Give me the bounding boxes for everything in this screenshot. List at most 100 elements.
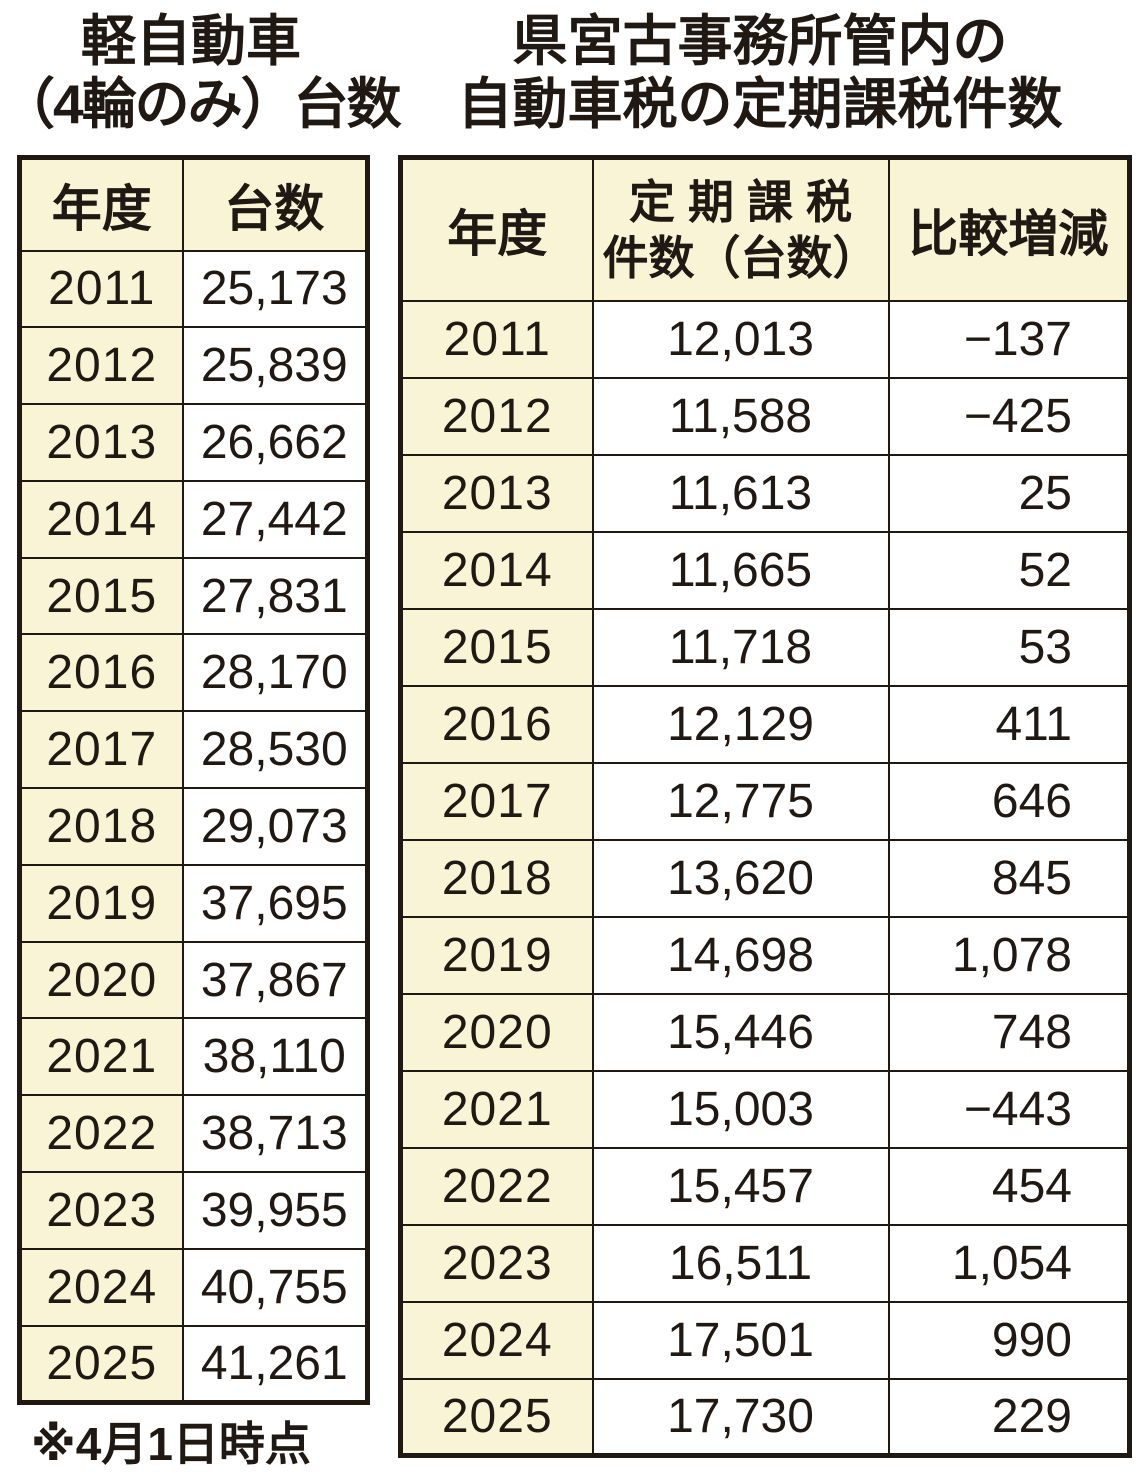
- diff-cell: 53: [887, 607, 1131, 687]
- right-header-year: 年度: [399, 156, 594, 302]
- diff-cell: 845: [887, 838, 1131, 918]
- table-row: 2016 12,129 411: [399, 684, 1131, 764]
- right-header-count-line2: 件数（台数）: [602, 231, 879, 284]
- year-cell: 2024: [18, 1247, 184, 1327]
- table-row: 2013 11,613 25: [399, 453, 1131, 533]
- left-table-title-line2: （4輪のみ）台数: [0, 73, 402, 135]
- count-cell: 40,755: [181, 1247, 369, 1327]
- year-cell: 2017: [399, 761, 594, 841]
- year-cell: 2017: [18, 710, 184, 790]
- year-cell: 2015: [399, 607, 594, 687]
- count-cell: 11,588: [591, 376, 890, 456]
- table-row: 2017 28,530: [18, 710, 369, 790]
- table-row: 2012 25,839: [18, 326, 369, 406]
- year-cell: 2019: [399, 915, 594, 995]
- year-cell: 2023: [399, 1223, 594, 1303]
- year-cell: 2020: [18, 940, 184, 1020]
- count-cell: 39,955: [181, 1171, 369, 1250]
- count-cell: 15,003: [591, 1069, 890, 1149]
- count-cell: 13,620: [591, 838, 890, 918]
- year-cell: 2020: [399, 992, 594, 1072]
- count-cell: 28,170: [181, 633, 369, 713]
- year-cell: 2021: [18, 1017, 184, 1097]
- count-cell: 12,775: [591, 761, 890, 841]
- table-row: 2020 37,867: [18, 940, 369, 1020]
- table-row: 2019 37,695: [18, 863, 369, 943]
- year-cell: 2018: [399, 838, 594, 918]
- diff-cell: 411: [887, 684, 1131, 764]
- table-row: 2011 12,013 −137: [399, 299, 1131, 379]
- year-cell: 2016: [18, 633, 184, 713]
- count-cell: 29,073: [181, 787, 369, 866]
- table-row: 2013 26,662: [18, 403, 369, 482]
- diff-cell: −443: [887, 1069, 1131, 1149]
- table-row: 2016 28,170: [18, 633, 369, 713]
- left-header-count: 台数: [181, 156, 369, 252]
- left-table-title: 軽自動車 （4輪のみ）台数: [0, 10, 402, 136]
- right-table-title-line1: 県宮古事務所管内の: [512, 10, 1008, 72]
- count-cell: 25,839: [181, 326, 369, 406]
- count-cell: 41,261: [181, 1324, 369, 1404]
- right-table-header-row: 年度 定期課税 件数（台数） 比較増減: [399, 156, 1131, 302]
- table-row: 2021 38,110: [18, 1017, 369, 1097]
- count-cell: 26,662: [181, 403, 369, 482]
- count-cell: 11,718: [591, 607, 890, 687]
- table-row: 2024 40,755: [18, 1247, 369, 1327]
- diff-cell: 229: [887, 1377, 1131, 1457]
- count-cell: 11,613: [591, 453, 890, 533]
- left-table-title-line1: 軽自動車: [80, 10, 301, 72]
- count-cell: 38,110: [181, 1017, 369, 1097]
- diff-cell: −137: [887, 299, 1131, 379]
- diff-cell: 25: [887, 453, 1131, 533]
- table-row: 2017 12,775 646: [399, 761, 1131, 841]
- year-cell: 2012: [399, 376, 594, 456]
- table-row: 2015 27,831: [18, 556, 369, 636]
- count-cell: 15,446: [591, 992, 890, 1072]
- table-row: 2015 11,718 53: [399, 607, 1131, 687]
- light-vehicle-count-table: 年度 台数 2011 25,173 2012 25,839 2013 26,66…: [17, 155, 370, 1405]
- year-cell: 2022: [18, 1094, 184, 1174]
- left-table-header-row: 年度 台数: [18, 156, 369, 252]
- count-cell: 17,730: [591, 1377, 890, 1457]
- diff-cell: 748: [887, 992, 1131, 1072]
- year-cell: 2025: [399, 1377, 594, 1457]
- table-row: 2025 17,730 229: [399, 1377, 1131, 1457]
- diff-cell: −425: [887, 376, 1131, 456]
- right-header-count: 定期課税 件数（台数）: [591, 156, 890, 302]
- year-cell: 2025: [18, 1324, 184, 1404]
- table-row: 2020 15,446 748: [399, 992, 1131, 1072]
- year-cell: 2018: [18, 787, 184, 866]
- year-cell: 2016: [399, 684, 594, 764]
- vehicle-tax-cases-table: 年度 定期課税 件数（台数） 比較増減 2011 12,013 −137 201…: [398, 155, 1132, 1458]
- count-cell: 37,867: [181, 940, 369, 1020]
- table-row: 2022 38,713: [18, 1094, 369, 1174]
- table-row: 2014 27,442: [18, 479, 369, 559]
- left-header-year: 年度: [18, 156, 184, 252]
- year-cell: 2019: [18, 863, 184, 943]
- table-row: 2019 14,698 1,078: [399, 915, 1131, 995]
- count-cell: 11,665: [591, 530, 890, 610]
- diff-cell: 646: [887, 761, 1131, 841]
- table-row: 2018 29,073: [18, 787, 369, 866]
- count-cell: 12,013: [591, 299, 890, 379]
- table-row: 2018 13,620 845: [399, 838, 1131, 918]
- right-table-body: 2011 12,013 −137 2012 11,588 −425 2013 1…: [399, 299, 1131, 1457]
- table-row: 2011 25,173: [18, 249, 369, 329]
- table-row: 2024 17,501 990: [399, 1300, 1131, 1380]
- count-cell: 27,442: [181, 479, 369, 559]
- count-cell: 16,511: [591, 1223, 890, 1303]
- footnote: ※4月1日時点: [31, 1418, 311, 1470]
- diff-cell: 1,078: [887, 915, 1131, 995]
- diff-cell: 990: [887, 1300, 1131, 1380]
- count-cell: 14,698: [591, 915, 890, 995]
- table-row: 2023 16,511 1,054: [399, 1223, 1131, 1303]
- count-cell: 15,457: [591, 1146, 890, 1226]
- right-table-title: 県宮古事務所管内の 自動車税の定期課税件数: [390, 10, 1130, 136]
- year-cell: 2012: [18, 326, 184, 406]
- count-cell: 17,501: [591, 1300, 890, 1380]
- table-row: 2025 41,261: [18, 1324, 369, 1404]
- year-cell: 2011: [399, 299, 594, 379]
- count-cell: 12,129: [591, 684, 890, 764]
- right-header-count-line1: 定期課税: [629, 175, 865, 228]
